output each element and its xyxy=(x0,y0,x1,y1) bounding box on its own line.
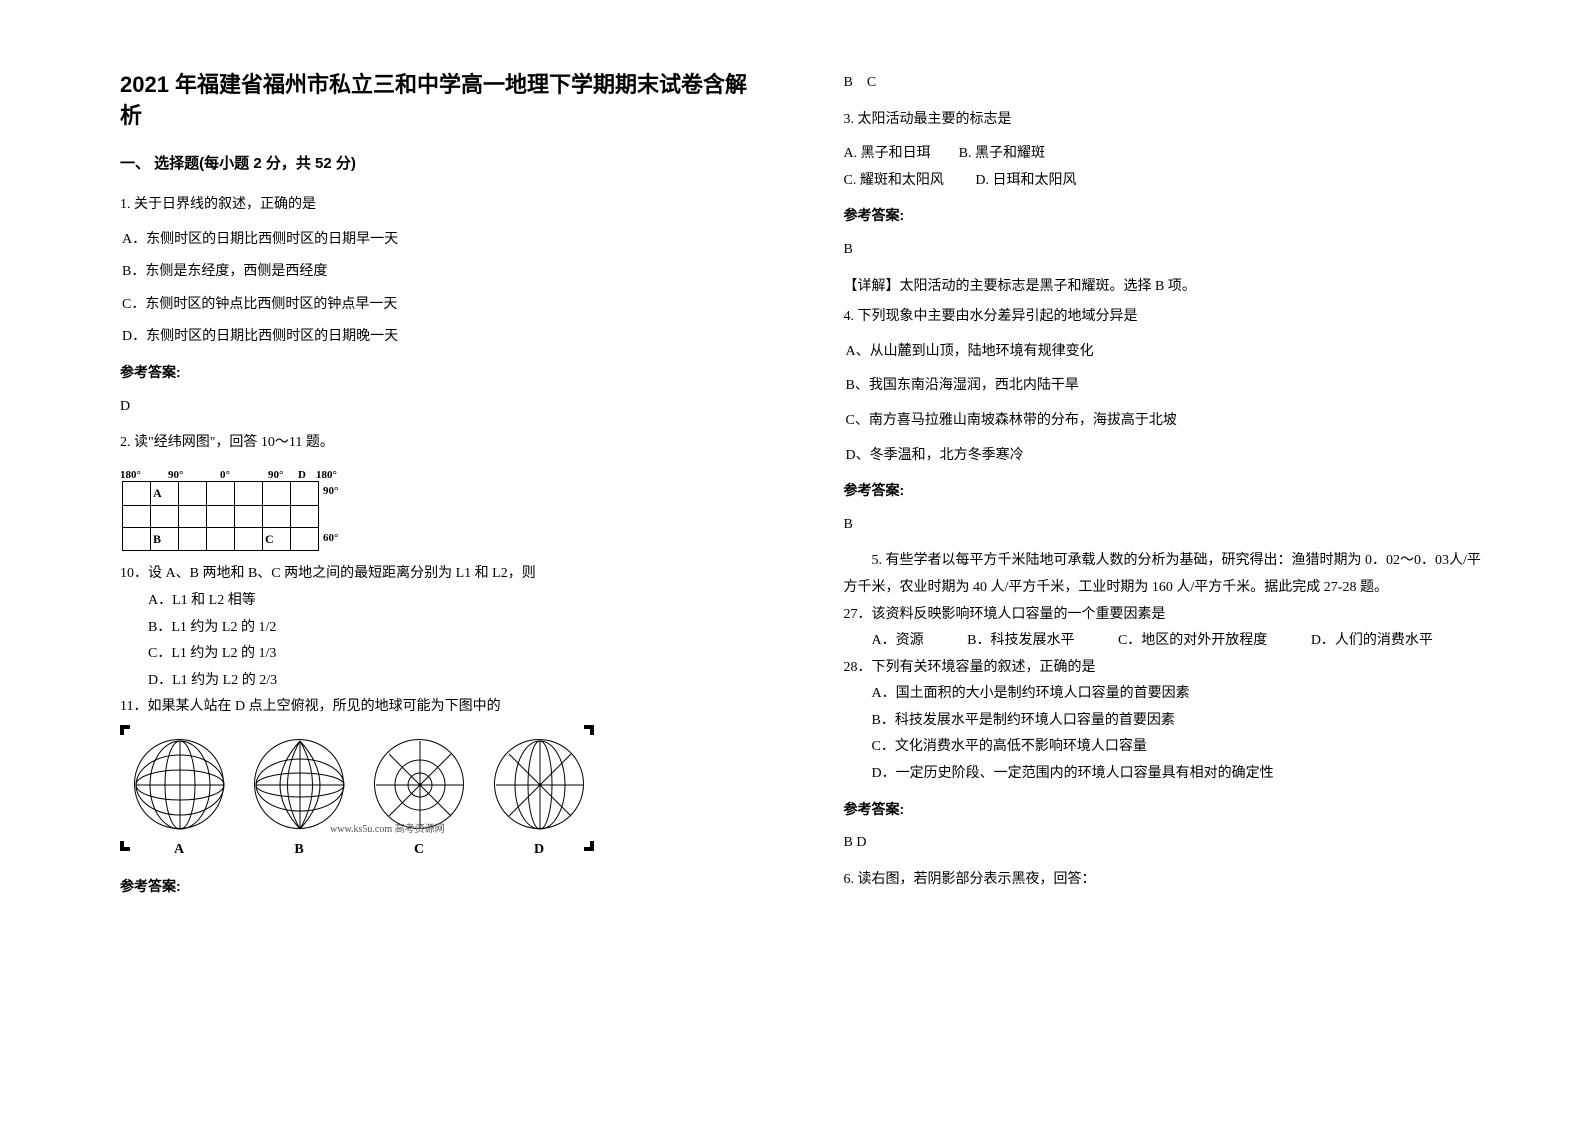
q1-stem: 1. 关于日界线的叙述，正确的是 xyxy=(120,192,764,219)
q5-answer: B D xyxy=(844,830,1488,857)
q4-answer: B xyxy=(844,512,1488,539)
globe-label-c: C xyxy=(374,837,464,864)
grid-cell xyxy=(263,505,291,527)
question-6: 6. 读右图，若阴影部分表示黑夜，回答： xyxy=(844,867,1488,894)
grid-cell xyxy=(123,505,151,527)
grid-lat-label-bottom: 60° xyxy=(319,528,338,549)
watermark-text: www.ks5u.com 高考资源网 xyxy=(330,820,445,839)
q3-option-a: A. 黑子和日珥 xyxy=(844,141,931,168)
grid-cell xyxy=(235,481,263,505)
q1-option-b: B．东侧是东经度，西侧是西经度 xyxy=(120,259,764,286)
q3-answer: B xyxy=(844,237,1488,264)
grid-cell xyxy=(207,505,235,527)
q27-option-c: C．地区的对外开放程度 xyxy=(1118,628,1267,655)
grid-cell-A: A xyxy=(151,481,179,505)
grid-cell xyxy=(123,481,151,505)
q3-option-c: C. 耀斑和太阳风 xyxy=(844,168,944,195)
globe-label-b: B xyxy=(254,837,344,864)
q5-answer-label: 参考答案: xyxy=(844,796,1488,823)
q27-stem: 27．该资料反映影响环境人口容量的一个重要因素是 xyxy=(844,602,1488,629)
grid-cell xyxy=(235,505,263,527)
q27-option-b: B．科技发展水平 xyxy=(967,628,1074,655)
section-heading: 一、 选择题(每小题 2 分，共 52 分) xyxy=(120,150,764,179)
q2-answer-label: 参考答案: xyxy=(120,873,764,900)
q1-option-d: D．东侧时区的日期比西侧时区的日期晚一天 xyxy=(120,324,764,351)
grid-cell xyxy=(179,481,207,505)
grid-cell xyxy=(235,527,263,551)
figure-tick xyxy=(590,841,594,851)
grid-cell xyxy=(207,481,235,505)
grid-cell xyxy=(291,527,319,551)
globe-label-a: A xyxy=(134,837,224,864)
q3-answer-label: 参考答案: xyxy=(844,202,1488,229)
globe-label-d: D xyxy=(494,837,584,864)
q27-option-d: D．人们的消费水平 xyxy=(1311,628,1433,655)
q2-grid-figure: 180° 90° 0° 90° D 180° A xyxy=(120,465,764,552)
q10-option-a: A．L1 和 L2 相等 xyxy=(120,588,764,615)
q10-stem: 10．设 A、B 两地和 B、C 两地之间的最短距离分别为 L1 和 L2，则 xyxy=(120,561,764,588)
figure-tick xyxy=(120,841,124,851)
grid-cell xyxy=(207,527,235,551)
grid-table: A B xyxy=(122,481,319,552)
figure-tick xyxy=(590,725,594,735)
q1-answer-label: 参考答案: xyxy=(120,359,764,386)
q10-option-b: B．L1 约为 L2 的 1/2 xyxy=(120,615,764,642)
question-2-intro: 2. 读"经纬网图"，回答 10～11 题。 xyxy=(120,430,764,457)
q28-option-a: A．国土面积的大小是制约环境人口容量的首要因素 xyxy=(844,681,1488,708)
q28-stem: 28．下列有关环境容量的叙述，正确的是 xyxy=(844,655,1488,682)
globe-b xyxy=(254,739,344,829)
question-1: 1. 关于日界线的叙述，正确的是 xyxy=(120,192,764,219)
grid-cell xyxy=(291,481,319,505)
grid-cell-B: B xyxy=(151,527,179,551)
q1-answer: D xyxy=(120,394,764,421)
figure-tick xyxy=(120,725,124,735)
q4-option-d: D、冬季温和，北方冬季寒冷 xyxy=(844,443,1488,470)
grid-cell xyxy=(263,481,291,505)
q10-option-d: D．L1 约为 L2 的 2/3 xyxy=(120,668,764,695)
globe-c xyxy=(374,739,464,829)
q3-options-row1: A. 黑子和日珥 B. 黑子和耀斑 xyxy=(844,141,1488,168)
q3-option-d: D. 日珥和太阳风 xyxy=(975,168,1076,195)
grid-cell xyxy=(291,505,319,527)
q4-answer-label: 参考答案: xyxy=(844,477,1488,504)
grid-cell xyxy=(123,527,151,551)
q28-option-d: D．一定历史阶段、一定范围内的环境人口容量具有相对的确定性 xyxy=(844,761,1488,788)
question-3: 3. 太阳活动最主要的标志是 xyxy=(844,107,1488,134)
q11-stem: 11．如果某人站在 D 点上空俯视，所见的地球可能为下图中的 xyxy=(120,694,764,721)
page-title: 2021 年福建省福州市私立三和中学高一地理下学期期末试卷含解析 xyxy=(120,70,764,132)
q4-option-a: A、从山麓到山顶，陆地环境有规律变化 xyxy=(844,339,1488,366)
q3-option-b: B. 黑子和耀斑 xyxy=(959,141,1045,168)
q2-answer: B C xyxy=(844,70,1488,97)
grid-cell xyxy=(179,505,207,527)
q3-detail: 【详解】太阳活动的主要标志是黑子和耀斑。选择 B 项。 xyxy=(844,274,1488,301)
grid-top-labels: 180° 90° 0° 90° D 180° xyxy=(120,465,380,481)
q1-option-c: C．东侧时区的钟点比西侧时区的钟点早一天 xyxy=(120,292,764,319)
q11-globes-figure: A B C D www.ks5u.com 高考资源网 xyxy=(120,725,600,865)
globe-a xyxy=(134,739,224,829)
q27-option-a: A．资源 xyxy=(872,628,924,655)
question-5-intro: 5. 有些学者以每平方千米陆地可承载人数的分析为基础，研究得出：渔猎时期为 0．… xyxy=(844,548,1488,601)
q3-options-row2: C. 耀斑和太阳风 D. 日珥和太阳风 xyxy=(844,168,1488,195)
q28-option-c: C．文化消费水平的高低不影响环境人口容量 xyxy=(844,734,1488,761)
q28-option-b: B．科技发展水平是制约环境人口容量的首要因素 xyxy=(844,708,1488,735)
q4-option-c: C、南方喜马拉雅山南坡森林带的分布，海拔高于北坡 xyxy=(844,408,1488,435)
grid-cell xyxy=(179,527,207,551)
q1-option-a: A．东侧时区的日期比西侧时区的日期早一天 xyxy=(120,227,764,254)
q27-options: A．资源 B．科技发展水平 C．地区的对外开放程度 D．人们的消费水平 xyxy=(844,628,1488,655)
grid-cell xyxy=(151,505,179,527)
q10-option-c: C．L1 约为 L2 的 1/3 xyxy=(120,641,764,668)
q4-option-b: B、我国东南沿海湿润，西北内陆干旱 xyxy=(844,373,1488,400)
grid-cell-C: C xyxy=(263,527,291,551)
grid-lon-label: 180° xyxy=(316,465,337,486)
question-4: 4. 下列现象中主要由水分差异引起的地域分异是 xyxy=(844,304,1488,331)
globe-d xyxy=(494,739,584,829)
